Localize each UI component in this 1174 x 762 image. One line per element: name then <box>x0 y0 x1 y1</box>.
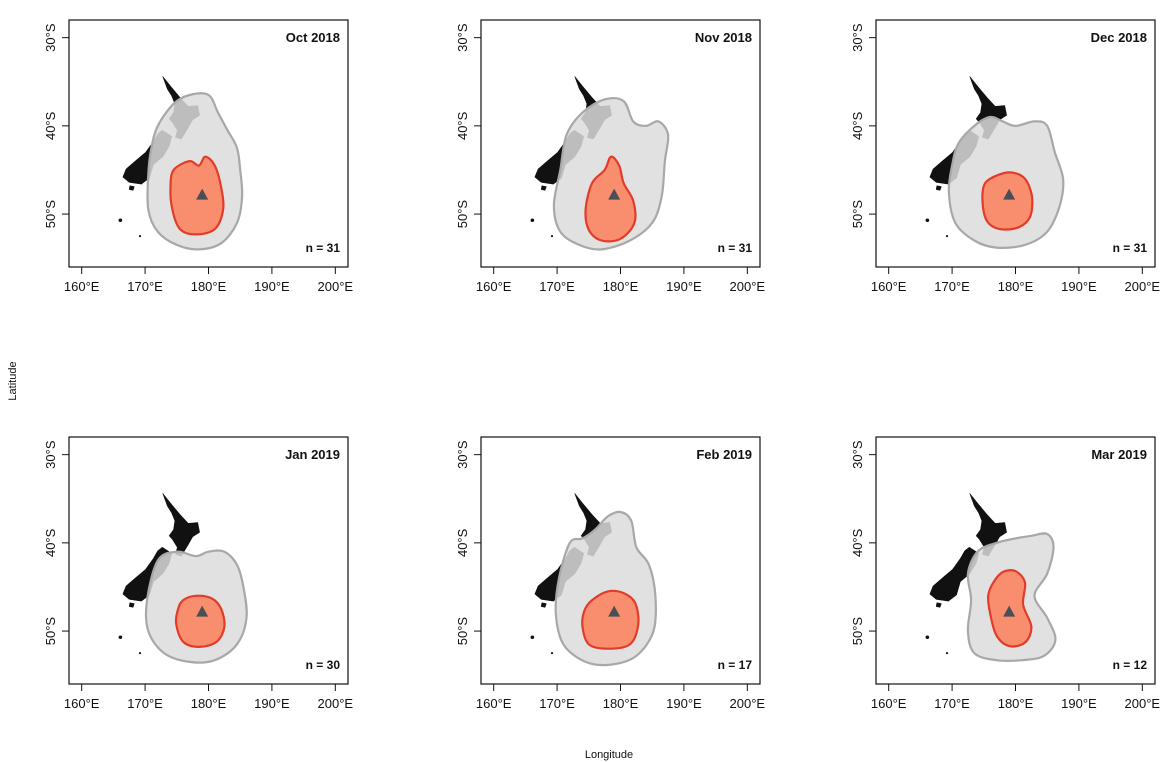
x-tick-label: 160°E <box>871 696 907 711</box>
subantarctic-island <box>945 235 949 238</box>
colony-marker <box>608 605 621 617</box>
subantarctic-island <box>530 635 535 640</box>
x-tick-label: 160°E <box>476 279 512 294</box>
panel-title: Jan 2019 <box>285 447 340 462</box>
x-tick-label: 170°E <box>127 696 163 711</box>
panel-title: Dec 2018 <box>1091 30 1147 45</box>
x-tick-label: 160°E <box>64 696 100 711</box>
x-tick-label: 190°E <box>1061 696 1097 711</box>
map-panel: 160°E 170°E 180°E 190°E 200°E 30°S 40°S 50°S Oct… <box>43 19 354 294</box>
y-tick-label: 50°S <box>455 200 470 229</box>
x-tick-label: 200°E <box>1125 696 1161 711</box>
x-tick-label: 180°E <box>603 696 639 711</box>
panel-sample-size: n = 31 <box>1113 241 1148 255</box>
y-tick-label: 30°S <box>850 23 865 52</box>
north-island <box>162 493 200 557</box>
subantarctic-island <box>945 652 949 655</box>
x-tick-label: 200°E <box>318 696 354 711</box>
core-area <box>581 589 640 650</box>
x-tick-label: 200°E <box>730 696 766 711</box>
map-panels: 160°E 170°E 180°E 190°E 200°E 30°S 40°S 50°S Oct… <box>43 19 1161 711</box>
x-tick-label: 200°E <box>318 279 354 294</box>
panel-sample-size: n = 30 <box>306 658 341 672</box>
y-tick-label: 40°S <box>43 111 58 140</box>
x-tick-label: 180°E <box>191 696 227 711</box>
x-tick-label: 170°E <box>934 696 970 711</box>
core-area <box>174 594 226 649</box>
x-tick-label: 170°E <box>127 279 163 294</box>
y-tick-label: 40°S <box>850 111 865 140</box>
panel-title: Feb 2019 <box>696 447 752 462</box>
subantarctic-island <box>550 652 554 655</box>
y-tick-label: 30°S <box>43 440 58 469</box>
colony-marker <box>196 188 209 200</box>
x-tick-label: 180°E <box>603 279 639 294</box>
y-tick-label: 50°S <box>850 617 865 646</box>
y-axis-title: Latitude <box>7 361 19 400</box>
x-tick-label: 200°E <box>1125 279 1161 294</box>
x-tick-label: 160°E <box>64 279 100 294</box>
y-tick-label: 50°S <box>43 617 58 646</box>
subantarctic-island <box>550 235 554 238</box>
y-tick-label: 40°S <box>850 528 865 557</box>
subantarctic-island <box>138 652 142 655</box>
stewart-island <box>935 185 942 191</box>
x-tick-label: 160°E <box>871 279 907 294</box>
panel-title: Nov 2018 <box>695 30 752 45</box>
x-tick-label: 180°E <box>191 279 227 294</box>
colony-marker <box>608 188 621 200</box>
subantarctic-island <box>118 218 123 223</box>
panel-sample-size: n = 17 <box>718 658 753 672</box>
core-area <box>169 155 225 236</box>
stewart-island <box>128 602 135 608</box>
panel-sample-size: n = 12 <box>1113 658 1148 672</box>
x-axis-title: Longitude <box>585 749 633 761</box>
y-tick-label: 30°S <box>850 440 865 469</box>
x-tick-label: 190°E <box>254 696 290 711</box>
colony-marker <box>196 605 209 617</box>
y-tick-label: 50°S <box>850 200 865 229</box>
x-tick-label: 170°E <box>539 279 575 294</box>
x-tick-label: 170°E <box>934 279 970 294</box>
panel-title: Mar 2019 <box>1091 447 1147 462</box>
x-tick-label: 180°E <box>998 279 1034 294</box>
panel-title: Oct 2018 <box>286 30 340 45</box>
subantarctic-island <box>925 635 930 640</box>
y-tick-label: 50°S <box>43 200 58 229</box>
colony-marker <box>1003 605 1016 617</box>
y-tick-label: 40°S <box>43 528 58 557</box>
stewart-island <box>540 185 547 191</box>
y-tick-label: 50°S <box>455 617 470 646</box>
panel-sample-size: n = 31 <box>306 241 341 255</box>
stewart-island <box>935 602 942 608</box>
subantarctic-island <box>925 218 930 223</box>
colony-marker <box>1003 188 1016 200</box>
stewart-island <box>540 602 547 608</box>
map-panel: 160°E 170°E 180°E 190°E 200°E 30°S 40°S 50°S Jan… <box>43 436 354 711</box>
panel-sample-size: n = 31 <box>718 241 753 255</box>
map-panel: 160°E 170°E 180°E 190°E 200°E 30°S 40°S 50°S Mar… <box>850 436 1161 711</box>
map-panel: 160°E 170°E 180°E 190°E 200°E 30°S 40°S 50°S Feb… <box>455 436 766 711</box>
x-tick-label: 190°E <box>1061 279 1097 294</box>
stewart-island <box>128 185 135 191</box>
subantarctic-island <box>118 635 123 640</box>
x-tick-label: 190°E <box>254 279 290 294</box>
y-tick-label: 40°S <box>455 111 470 140</box>
x-tick-label: 190°E <box>666 279 702 294</box>
y-tick-label: 30°S <box>43 23 58 52</box>
x-tick-label: 160°E <box>476 696 512 711</box>
map-panel: 160°E 170°E 180°E 190°E 200°E 30°S 40°S 50°S Nov… <box>455 19 766 294</box>
map-panel: 160°E 170°E 180°E 190°E 200°E 30°S 40°S 50°S Dec… <box>850 19 1161 294</box>
y-tick-label: 30°S <box>455 23 470 52</box>
x-tick-label: 180°E <box>998 696 1034 711</box>
y-tick-label: 40°S <box>455 528 470 557</box>
y-tick-label: 30°S <box>455 440 470 469</box>
x-tick-label: 170°E <box>539 696 575 711</box>
x-tick-label: 190°E <box>666 696 702 711</box>
subantarctic-island <box>530 218 535 223</box>
core-area <box>981 171 1034 231</box>
subantarctic-island <box>138 235 142 238</box>
x-tick-label: 200°E <box>730 279 766 294</box>
